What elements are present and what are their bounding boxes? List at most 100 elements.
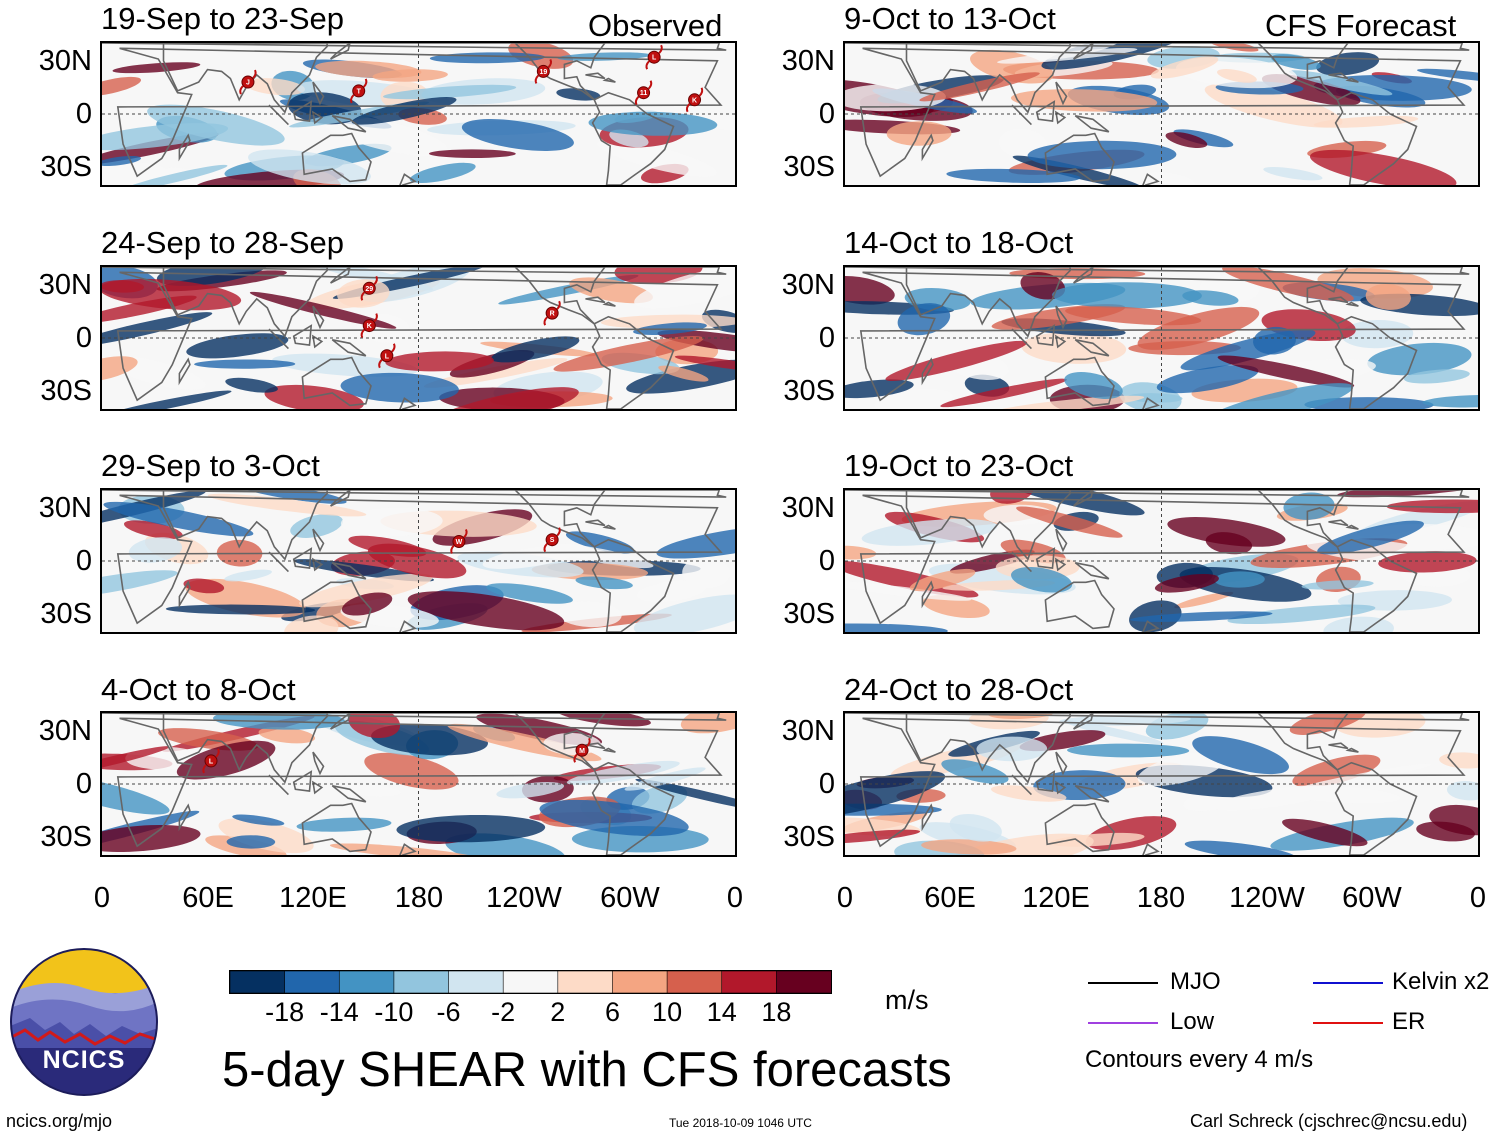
shear-contour-blob xyxy=(194,359,296,369)
shear-contour-blob xyxy=(423,357,568,388)
coastline xyxy=(1035,324,1056,346)
source-url[interactable]: ncics.org/mjo xyxy=(6,1111,113,1131)
shear-contour-blob xyxy=(1422,394,1478,408)
legend-label-low: Low xyxy=(1170,1008,1215,1035)
shear-contour-blob xyxy=(1137,752,1226,786)
storm-marker: 29 xyxy=(360,275,378,301)
shear-contour-blob xyxy=(112,62,201,74)
shear-contour-blob xyxy=(553,336,704,372)
shear-contour-blob xyxy=(102,356,138,383)
shear-contour-blob xyxy=(1271,54,1321,70)
shear-contour-blob xyxy=(226,835,276,849)
coastline xyxy=(1345,77,1359,83)
coastline xyxy=(1011,774,1032,796)
coastline xyxy=(178,803,191,832)
colorbar-swatch xyxy=(338,970,395,994)
shear-contour-blob xyxy=(921,839,1017,855)
coastline xyxy=(921,357,934,386)
shear-contour-blob xyxy=(1416,68,1478,83)
shear-contour-blob xyxy=(1065,306,1202,326)
storm-marker: L xyxy=(645,44,663,70)
coastline xyxy=(1334,761,1418,855)
coastline xyxy=(1055,751,1068,776)
lat-label: 30S xyxy=(783,598,835,631)
forecast-header: CFS Forecast xyxy=(1265,8,1457,43)
coastline xyxy=(1055,81,1068,106)
coastline xyxy=(311,557,324,572)
shear-contour-blob xyxy=(845,623,948,632)
coastline xyxy=(1054,557,1067,572)
panel-title: 14-Oct to 18-Oct xyxy=(844,225,1074,260)
shear-contour-blob xyxy=(1253,326,1296,355)
coastline xyxy=(1011,551,1032,573)
coastline xyxy=(1328,742,1349,750)
lon-label: 120E xyxy=(1022,882,1090,914)
coastline xyxy=(585,296,606,304)
coastline xyxy=(399,620,417,632)
shear-contour-blob xyxy=(1067,743,1190,758)
coastline xyxy=(905,267,1071,338)
shear-contour-blob xyxy=(674,355,735,374)
shear-contour-blob xyxy=(396,814,546,843)
shear-contour-blob xyxy=(679,110,735,133)
colorbar xyxy=(229,970,832,994)
coastline xyxy=(905,43,1071,114)
colorbar-tick-label: -14 xyxy=(319,997,359,1027)
coastline xyxy=(330,43,351,60)
shear-contour-blob xyxy=(1130,611,1273,622)
shear-contour-blob xyxy=(329,843,480,855)
lat-label: 0 xyxy=(818,545,835,577)
shear-contour-blob xyxy=(1167,517,1286,547)
shear-contour-blob xyxy=(284,615,339,632)
shear-contour-blob xyxy=(996,490,1145,516)
coastline xyxy=(845,713,1470,721)
main-title: 5-day SHEAR with CFS forecasts xyxy=(222,1043,952,1097)
shear-contour-blob xyxy=(1184,840,1297,855)
shear-contour-blob xyxy=(1367,342,1472,376)
shear-contour-blob xyxy=(1292,754,1381,788)
coastline xyxy=(116,47,723,178)
storm-label: 19 xyxy=(539,69,547,76)
storm-label: M xyxy=(579,748,585,755)
shear-contour-blob xyxy=(633,594,735,632)
shear-contour-blob xyxy=(1386,499,1478,514)
shear-map-panel xyxy=(843,488,1480,634)
storm-marker: L xyxy=(202,748,220,774)
shear-contour-blob xyxy=(1365,283,1411,310)
shear-contour-blob xyxy=(635,778,735,813)
shear-contour-blob xyxy=(102,746,170,777)
colorbar-swatch xyxy=(776,970,832,994)
colorbar-tick-label: 10 xyxy=(652,997,683,1027)
timestamp: Tue 2018-10-09 1046 UTC xyxy=(669,1116,812,1130)
shear-contour-blob xyxy=(922,594,990,619)
shear-contour-blob xyxy=(299,573,433,608)
coastline xyxy=(301,132,372,183)
coastline xyxy=(312,81,325,106)
coastline xyxy=(399,173,417,185)
coastline xyxy=(1054,334,1067,349)
lat-label: 30S xyxy=(40,151,92,184)
shear-contour-blob xyxy=(1213,785,1336,811)
shear-contour-blob xyxy=(1209,43,1259,52)
lat-label: 30N xyxy=(38,491,92,524)
shear-contour-blob xyxy=(1217,355,1355,388)
coastline xyxy=(905,713,1071,784)
coastline xyxy=(1073,267,1094,284)
shear-contour-blob xyxy=(340,372,459,403)
coastline xyxy=(591,761,675,855)
lon-label: 180 xyxy=(1136,882,1186,914)
shear-contour-blob xyxy=(909,568,976,592)
storm-label: R xyxy=(550,311,555,318)
lat-label: 30N xyxy=(38,44,92,77)
coastline xyxy=(921,133,934,162)
shear-contour-blob xyxy=(845,771,946,818)
shear-contour-blob xyxy=(176,740,276,780)
shear-field: 29 K L R xyxy=(102,267,735,409)
ncics-logo: NCICS xyxy=(10,948,158,1096)
coastline xyxy=(162,267,328,338)
lat-label: 30N xyxy=(38,268,92,301)
lat-label: 30N xyxy=(781,714,835,747)
shear-contour-blob xyxy=(919,72,1040,102)
shear-contour-blob xyxy=(1295,763,1432,791)
shear-contour-blob xyxy=(941,759,1009,784)
